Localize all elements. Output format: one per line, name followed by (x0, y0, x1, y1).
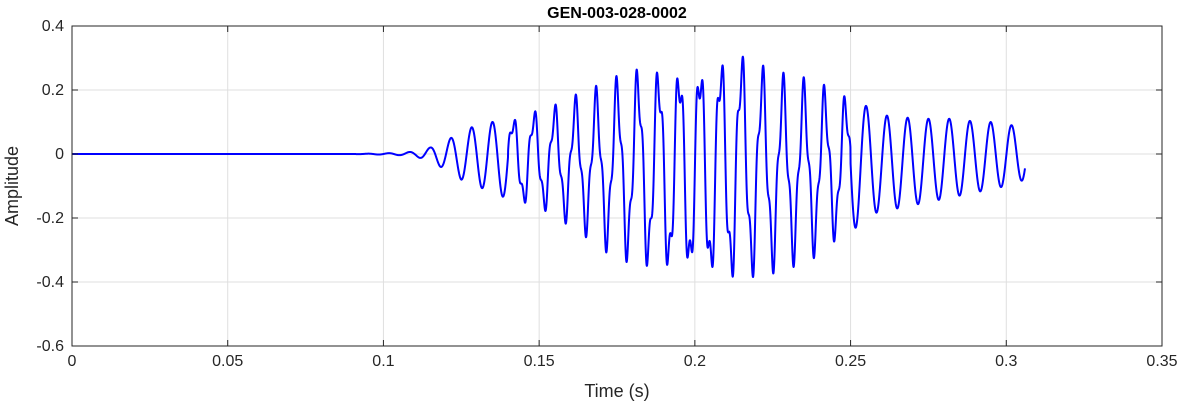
chart-title: GEN-003-028-0002 (547, 5, 687, 22)
x-tick-label: 0 (68, 353, 77, 370)
x-tick-label: 0.2 (684, 353, 706, 370)
x-tick-label: 0.35 (1146, 353, 1177, 370)
y-tick-label: -0.6 (36, 338, 64, 355)
amplitude-series-line (71, 55, 1026, 278)
x-tick-label: 0.1 (372, 353, 394, 370)
plot-background (72, 26, 1162, 346)
y-tick-label: 0.2 (42, 82, 64, 99)
x-tick-label: 0.3 (995, 353, 1017, 370)
x-tick-label: 0.15 (524, 353, 555, 370)
y-tick-label: -0.2 (36, 210, 64, 227)
y-tick-label: -0.4 (36, 274, 64, 291)
axis-ticks: 0 0.05 0.1 0.15 0.2 0.25 0.3 0.35 -0.6 -0.4 -0.2 0 0… (36, 18, 1177, 370)
series-group (71, 55, 1026, 278)
x-tick-label: 0.25 (835, 353, 866, 370)
x-tick-label: 0.05 (212, 353, 243, 370)
plot-border (71, 25, 1163, 347)
y-axis-label: Amplitude (2, 146, 22, 226)
y-tick-label: 0 (55, 146, 64, 163)
x-axis-label: Time (s) (584, 381, 649, 401)
y-tick-label: 0.4 (42, 18, 64, 35)
